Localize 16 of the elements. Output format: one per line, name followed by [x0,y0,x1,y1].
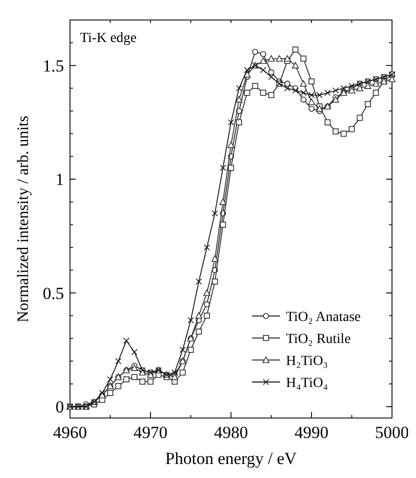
y-tick-label: 1 [56,170,64,190]
y-tick-label: 1.5 [42,56,64,76]
y-axis-title: Normalized intensity / arb. units [15,116,32,322]
legend-label: TiO₂ Rutile [286,332,351,347]
x-tick-label: 4990 [294,423,328,442]
x-tick-label: 4970 [134,423,168,442]
y-tick-label: 0.5 [42,284,64,303]
x-tick-label: 4980 [214,423,248,442]
legend-label: TiO₂ Anatase [286,310,361,325]
legend-label: H₂TiO₃ [286,354,328,369]
x-tick-label: 4960 [53,423,87,442]
annotation: Ti-K edge [80,31,137,46]
x-axis-title: Photon energy / eV [165,449,298,468]
legend-label: H₄TiO₄ [286,376,328,391]
x-tick-label: 5000 [375,423,409,442]
y-tick-label: 0 [56,398,64,417]
